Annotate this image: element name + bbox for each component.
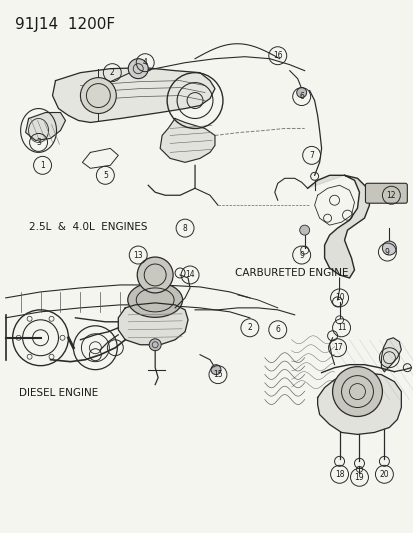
- Text: 8: 8: [182, 224, 187, 232]
- Polygon shape: [160, 118, 214, 163]
- Polygon shape: [380, 338, 400, 372]
- Text: 1: 1: [40, 161, 45, 170]
- Text: 2.5L  &  4.0L  ENGINES: 2.5L & 4.0L ENGINES: [28, 222, 147, 232]
- Ellipse shape: [128, 282, 182, 317]
- Circle shape: [137, 257, 173, 293]
- Circle shape: [128, 59, 148, 79]
- Text: 17: 17: [332, 343, 342, 352]
- Circle shape: [382, 241, 395, 255]
- Polygon shape: [118, 303, 188, 345]
- Circle shape: [296, 87, 306, 98]
- Polygon shape: [26, 112, 65, 140]
- Text: 20: 20: [379, 470, 388, 479]
- Circle shape: [299, 225, 309, 235]
- Circle shape: [149, 339, 161, 351]
- Text: 9: 9: [384, 247, 389, 256]
- Text: 6: 6: [299, 92, 304, 101]
- Circle shape: [332, 367, 382, 416]
- Text: 14: 14: [185, 270, 195, 279]
- Circle shape: [211, 365, 221, 375]
- Text: 10: 10: [334, 293, 344, 302]
- Text: 2: 2: [247, 324, 252, 332]
- Text: 91J14  1200F: 91J14 1200F: [14, 17, 114, 32]
- Polygon shape: [307, 175, 368, 278]
- FancyBboxPatch shape: [365, 183, 406, 203]
- Polygon shape: [52, 68, 214, 123]
- Text: 19: 19: [354, 473, 363, 482]
- Text: 3: 3: [36, 138, 41, 147]
- Text: 9: 9: [299, 251, 304, 260]
- Text: 2: 2: [110, 68, 114, 77]
- Text: 4: 4: [142, 58, 147, 67]
- Circle shape: [80, 78, 116, 114]
- Text: 11: 11: [336, 324, 345, 332]
- Text: CARBURETED ENGINE: CARBURETED ENGINE: [234, 268, 348, 278]
- Text: 16: 16: [272, 51, 282, 60]
- Polygon shape: [317, 373, 400, 434]
- Text: DIESEL ENGINE: DIESEL ENGINE: [19, 387, 97, 398]
- Text: 18: 18: [334, 470, 344, 479]
- Text: 13: 13: [133, 251, 143, 260]
- Text: 7: 7: [309, 151, 313, 160]
- Text: 6: 6: [275, 325, 280, 334]
- Text: 12: 12: [386, 191, 395, 200]
- Text: 15: 15: [213, 370, 222, 379]
- Text: 5: 5: [103, 171, 107, 180]
